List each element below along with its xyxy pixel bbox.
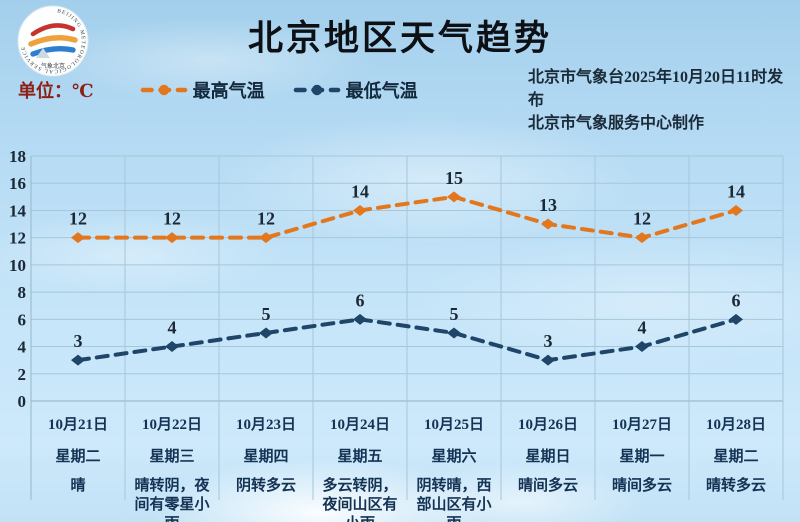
data-point-label: 5 (450, 304, 459, 324)
day-column: 10月23日 星期四阴转多云 (219, 404, 313, 522)
day-date: 10月25日 (423, 417, 484, 433)
y-axis-tick: 6 (18, 310, 27, 329)
data-point-marker (729, 204, 743, 216)
legend-label-low: 最低气温 (345, 81, 418, 101)
day-weather: 阴转晴，西部山区有小雨 (416, 478, 492, 522)
data-point-label: 15 (445, 168, 463, 188)
legend: 单位：℃ 最高气温 最低气温 (18, 77, 446, 103)
day-column: 10月26日 星期日晴间多云 (501, 404, 595, 522)
legend-item-high: 最高气温 (140, 77, 265, 103)
day-weekday: 星期六 (431, 449, 477, 465)
y-axis-tick: 16 (9, 174, 26, 193)
release-line2: 北京市气象服务中心制作 (528, 115, 705, 132)
day-date: 10月28日 (705, 417, 766, 433)
data-point-label: 13 (539, 195, 557, 215)
day-weather: 阴转多云 (235, 478, 296, 494)
forecast-days: 10月21日星期二晴10月22日星期三晴转阴，夜间有零星小雨10月23日星期四阴… (31, 404, 783, 522)
data-point-marker (541, 354, 555, 366)
data-point-marker (447, 191, 461, 203)
met-service-logo: BEIJING METEOROLOGICAL SERVICE 气象北京 (17, 5, 89, 77)
data-point-label: 12 (257, 209, 275, 229)
y-axis-tick: 18 (9, 147, 26, 166)
day-weekday: 星期三 (149, 449, 195, 465)
data-point-marker (729, 313, 743, 325)
data-point-label: 14 (351, 181, 369, 201)
data-point-label: 4 (168, 318, 177, 338)
legend-label-high: 最高气温 (192, 81, 265, 101)
day-weekday: 星期日 (525, 449, 571, 465)
day-column: 10月27日 星期一晴间多云 (595, 404, 689, 522)
day-date: 10月26日 (517, 417, 578, 433)
low-temp-line-icon (293, 84, 340, 96)
data-point-label: 6 (732, 290, 741, 310)
day-weekday: 星期二 (55, 449, 101, 465)
data-point-label: 12 (633, 209, 651, 229)
day-weather: 晴 (70, 478, 86, 494)
release-info: 北京市气象台2025年10月20日11时发布 北京市气象服务中心制作 (528, 66, 798, 135)
high-temp-series: 12 12 12 14 15 13 12 14 (69, 168, 745, 244)
day-weather: 晴间多云 (611, 478, 672, 494)
data-point-marker (635, 341, 649, 353)
release-line1: 北京市气象台2025年10月20日11时发布 (528, 69, 784, 109)
data-point-label: 14 (727, 181, 745, 201)
data-point-marker (259, 232, 273, 244)
logo-bottom-text: 气象北京 (41, 62, 65, 70)
day-date: 10月22日 (141, 417, 202, 433)
data-point-marker (165, 232, 179, 244)
data-point-label: 4 (638, 318, 647, 338)
data-point-label: 5 (262, 304, 271, 324)
data-point-label: 6 (356, 290, 365, 310)
low-temp-series: 3 4 5 6 5 3 4 6 (71, 290, 743, 366)
data-point-marker (71, 354, 85, 366)
data-point-marker (447, 327, 461, 339)
logo-red-stripe (30, 23, 76, 37)
data-point-marker (165, 341, 179, 353)
day-column: 10月28日 星期二晴转多云 (689, 404, 783, 522)
unit-label: 单位：℃ (18, 81, 94, 101)
day-weekday: 星期二 (713, 449, 759, 465)
data-point-marker (353, 204, 367, 216)
data-point-marker (259, 327, 273, 339)
y-axis-tick: 0 (18, 392, 27, 411)
data-point-marker (353, 313, 367, 325)
data-point-marker (635, 232, 649, 244)
page-title: 北京地区天气趋势 (247, 19, 552, 58)
data-point-label: 12 (69, 209, 87, 229)
logo-circle (17, 5, 89, 77)
day-weather: 晴转多云 (705, 478, 766, 494)
day-weekday: 星期一 (619, 449, 665, 465)
data-point-label: 3 (544, 331, 553, 351)
logo-mountain-icon (36, 48, 50, 58)
day-weather: 晴转阴，夜间有零星小雨 (134, 478, 210, 522)
high-temp-line-icon (140, 84, 187, 96)
y-axis-tick: 10 (9, 256, 26, 275)
data-point-label: 3 (74, 331, 83, 351)
y-axis-tick: 8 (18, 283, 27, 302)
data-point-marker (71, 232, 85, 244)
logo-blue-stripe (30, 45, 76, 57)
y-axis-tick: 14 (9, 201, 27, 220)
logo-orange-stripe (28, 35, 78, 47)
day-date: 10月21日 (47, 417, 108, 433)
day-date: 10月24日 (329, 417, 390, 433)
y-axis-tick: 12 (9, 229, 26, 248)
day-date: 10月27日 (611, 417, 672, 433)
y-axis-tick: 2 (18, 365, 27, 384)
day-weekday: 星期五 (337, 449, 383, 465)
day-weather: 晴间多云 (517, 478, 578, 494)
legend-item-low: 最低气温 (293, 77, 418, 103)
day-weather: 多云转阴，夜间山区有小雨 (322, 478, 398, 522)
day-weekday: 星期四 (243, 449, 289, 465)
data-point-label: 12 (163, 209, 181, 229)
y-axis-tick: 4 (18, 338, 27, 357)
day-date: 10月23日 (235, 417, 296, 433)
day-column: 10月21日 星期二晴 (31, 404, 125, 522)
data-point-marker (541, 218, 555, 230)
